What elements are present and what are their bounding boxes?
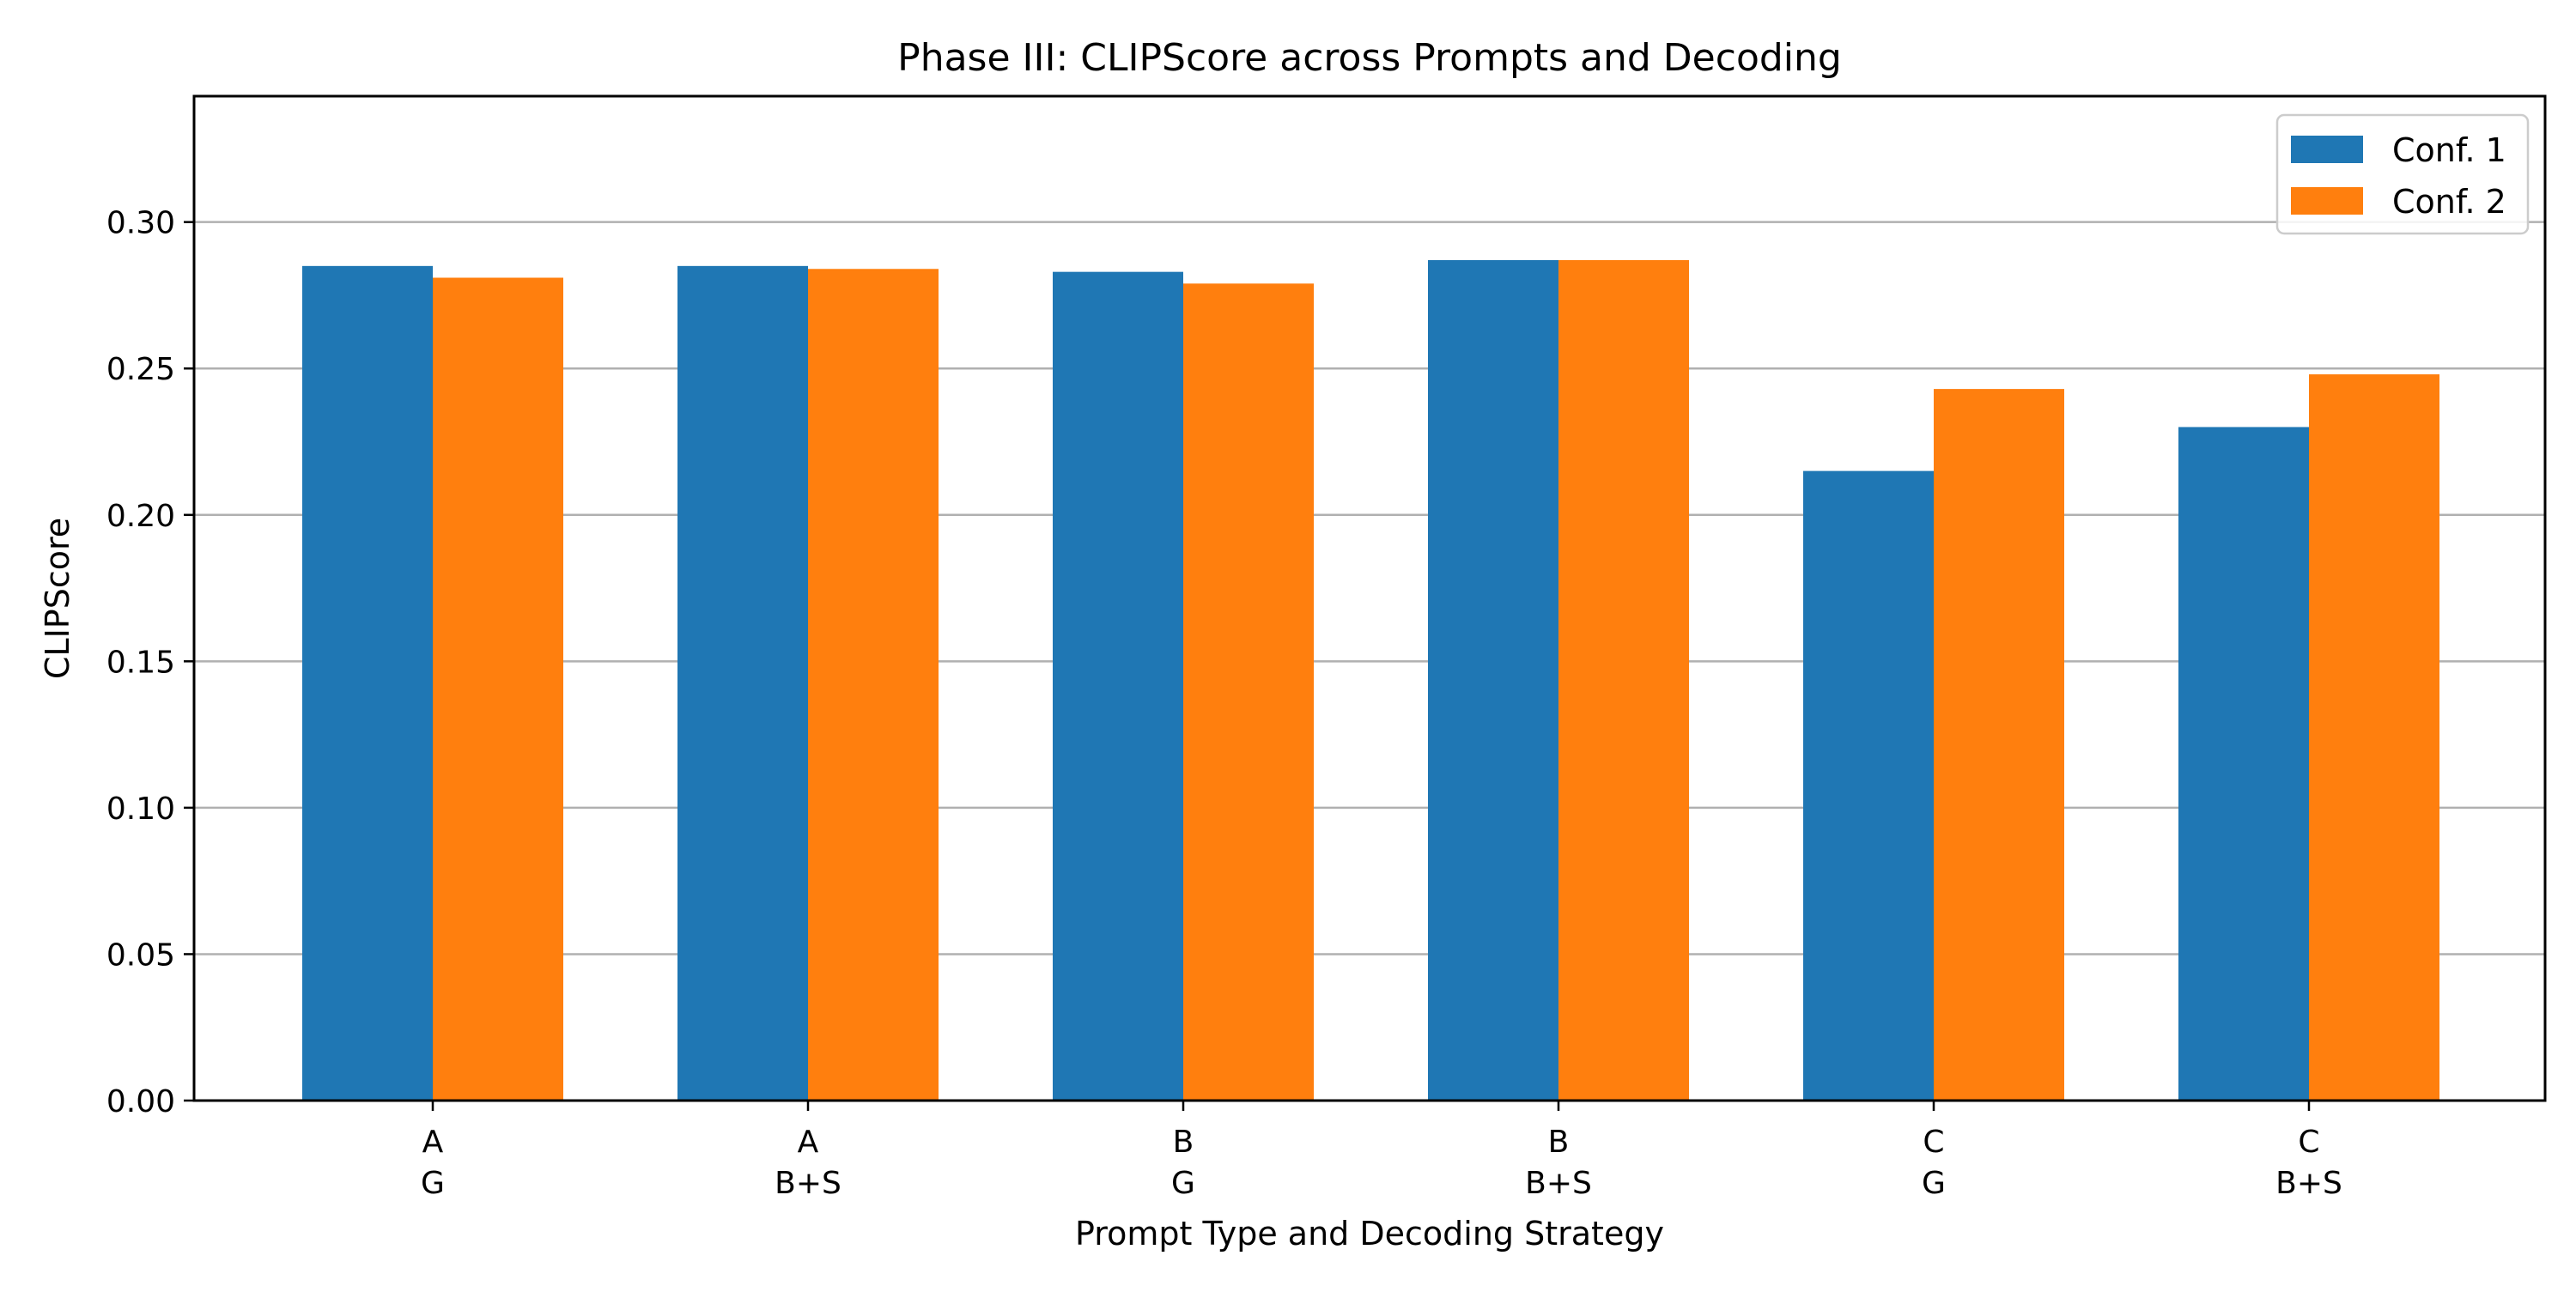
bar [1803,470,1934,1101]
y-tick-label: 0.00 [106,1084,175,1119]
chart-title: Phase III: CLIPScore across Prompts and … [897,36,1842,80]
legend-label: Conf. 1 [2392,131,2506,169]
bar [808,269,939,1101]
y-tick-label: 0.25 [106,352,175,387]
x-tick-label-decoding: G [1922,1166,1946,1201]
legend-swatch [2291,136,2363,163]
bar [1183,283,1314,1101]
bar [302,265,433,1101]
x-tick-label-decoding: G [421,1166,445,1201]
legend-label: Conf. 2 [2392,183,2506,221]
legend-swatch [2291,187,2363,215]
plot-frame [192,94,2547,1102]
x-tick-label-prompt: B [1548,1125,1570,1160]
x-tick-label-prompt: A [422,1125,444,1160]
bar-layer [302,260,2439,1101]
x-tick-label-prompt: A [798,1125,819,1160]
y-tick-label: 0.05 [106,937,175,973]
x-tick-label-prompt: B [1173,1125,1194,1160]
y-tick-label: 0.15 [106,645,175,680]
y-tick-label: 0.20 [106,499,175,534]
bar [677,265,808,1101]
y-axis-label: CLIPScore [39,518,76,679]
legend: Conf. 1 Conf. 2 [2275,113,2530,235]
x-tick-label-prompt: C [2298,1125,2319,1160]
bar [1558,260,1689,1101]
x-tick-label-prompt: C [1923,1125,1944,1160]
bar [1428,260,1558,1101]
x-tick-label-decoding: B+S [1525,1166,1592,1201]
y-tick-label: 0.30 [106,206,175,241]
bar [2178,427,2309,1101]
bar [1934,389,2064,1101]
bar [2309,374,2439,1101]
x-tick-label-decoding: B+S [775,1166,841,1201]
bar [433,277,563,1101]
x-axis-label: Prompt Type and Decoding Strategy [1075,1215,1664,1253]
grid-layer [194,221,2545,955]
y-axis-ticks: 0.00 0.05 0.10 0.15 0.20 0.25 0.30 [106,206,194,1119]
x-tick-label-decoding: G [1171,1166,1195,1201]
bar [1053,271,1183,1101]
x-tick-label-decoding: B+S [2275,1166,2342,1201]
y-tick-label: 0.10 [106,792,175,827]
